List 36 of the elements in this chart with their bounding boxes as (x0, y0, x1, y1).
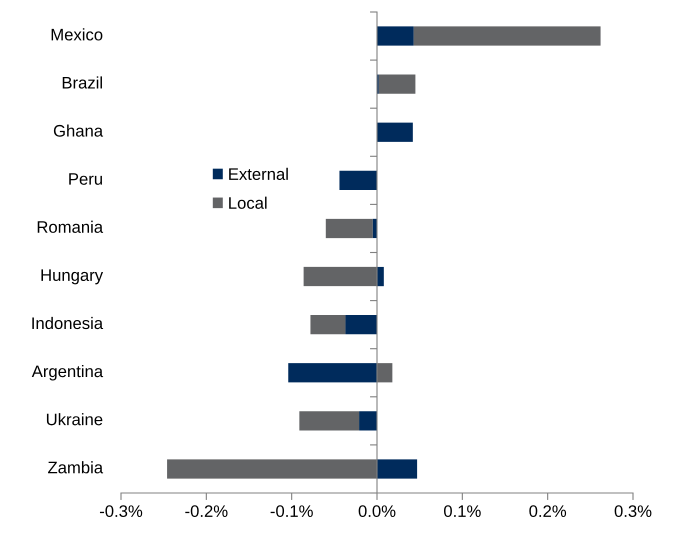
bar (359, 411, 377, 430)
x-tick-label: -0.3% (100, 505, 142, 518)
bar (299, 411, 360, 430)
y-tick-label: Brazil (62, 76, 102, 89)
y-tick-label: Indonesia (32, 316, 104, 330)
y-tick-label: Hungary (41, 269, 104, 284)
y-tick-label: Mexico (52, 28, 102, 41)
bar (377, 122, 413, 142)
legend-label: External (229, 168, 288, 180)
x-tick-label: 0.2% (529, 505, 566, 518)
bar (310, 315, 346, 334)
y-tick-label: Romania (38, 220, 104, 233)
x-tick-label: 0.1% (444, 505, 481, 518)
bar (377, 363, 392, 382)
bar (304, 266, 377, 286)
bar (339, 170, 377, 190)
x-tick-label: 0.3% (614, 505, 652, 518)
x-tick-label: 0.0% (358, 505, 396, 518)
x-tick-label: -0.1% (270, 505, 313, 518)
bar (288, 363, 377, 382)
y-tick-label: Argentina (32, 364, 104, 381)
bar (377, 26, 414, 46)
bar (414, 26, 601, 46)
bar (377, 266, 384, 286)
y-tick-label: Ukraine (46, 413, 102, 426)
bar (345, 315, 377, 334)
bar (377, 459, 418, 479)
bar (378, 74, 416, 94)
y-tick-label: Zambia (48, 461, 104, 474)
bar (326, 218, 373, 238)
x-tick-label: -0.2% (185, 505, 228, 518)
legend-label: Local (229, 196, 267, 209)
y-tick-label: Ghana (54, 124, 104, 137)
bar (372, 218, 377, 238)
y-tick-label: Peru (69, 173, 102, 185)
bar (167, 459, 377, 479)
